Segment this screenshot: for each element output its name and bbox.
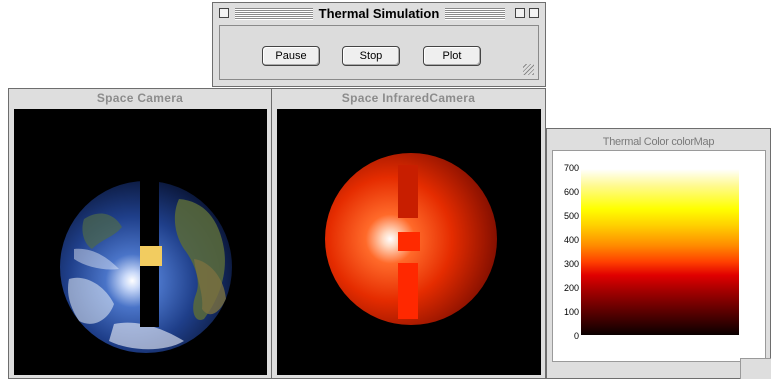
resize-grip-icon[interactable] xyxy=(740,358,771,379)
space-camera-title: Space Camera xyxy=(96,91,184,105)
resize-grip-icon[interactable] xyxy=(523,64,534,75)
infrared-camera-title: Space InfraredCamera xyxy=(341,91,476,105)
thermal-colormap-window: Thermal Color colorMap 700 600 500 400 3… xyxy=(546,128,771,379)
tick-label: 200 xyxy=(563,283,579,293)
infrared-camera-viewport[interactable] xyxy=(277,109,541,375)
space-camera-viewport[interactable] xyxy=(14,109,267,375)
ir-slot-lower xyxy=(398,263,418,319)
earth-landmasses xyxy=(68,199,226,350)
earth-sphere-render xyxy=(60,165,232,353)
title-bar[interactable]: Thermal Simulation xyxy=(213,3,545,25)
gap-slot-upper xyxy=(140,165,159,246)
colormap-title: Thermal Color colorMap xyxy=(602,136,715,148)
space-camera-window: Space Camera xyxy=(8,88,272,379)
thermal-simulation-window: Thermal Simulation Pause Stop Plot xyxy=(212,2,546,87)
ir-slot-upper xyxy=(398,165,418,218)
tick-label: 700 xyxy=(563,163,579,173)
plot-button[interactable]: Plot xyxy=(423,46,481,66)
control-panel: Pause Stop Plot xyxy=(219,25,539,80)
infrared-sphere-render xyxy=(325,153,497,325)
window-title: Thermal Simulation xyxy=(312,6,446,21)
tick-label: 400 xyxy=(563,235,579,245)
close-box-icon[interactable] xyxy=(219,8,229,18)
stop-button[interactable]: Stop xyxy=(342,46,400,66)
tick-label: 600 xyxy=(563,187,579,197)
hot-block xyxy=(140,246,162,266)
tick-label: 100 xyxy=(563,307,579,317)
collapse-box-icon[interactable] xyxy=(529,8,539,18)
tick-label: 300 xyxy=(563,259,579,269)
colormap-panel: 700 600 500 400 300 200 100 0 xyxy=(552,150,766,362)
infrared-camera-window: Space InfraredCamera xyxy=(271,88,546,379)
ir-hot-block xyxy=(398,232,420,251)
tick-label: 0 xyxy=(573,331,579,341)
pause-button[interactable]: Pause xyxy=(262,46,320,66)
colormap-gradient xyxy=(581,169,739,335)
zoom-box-icon[interactable] xyxy=(515,8,525,18)
gap-slot-lower xyxy=(140,266,159,327)
tick-label: 500 xyxy=(563,211,579,221)
